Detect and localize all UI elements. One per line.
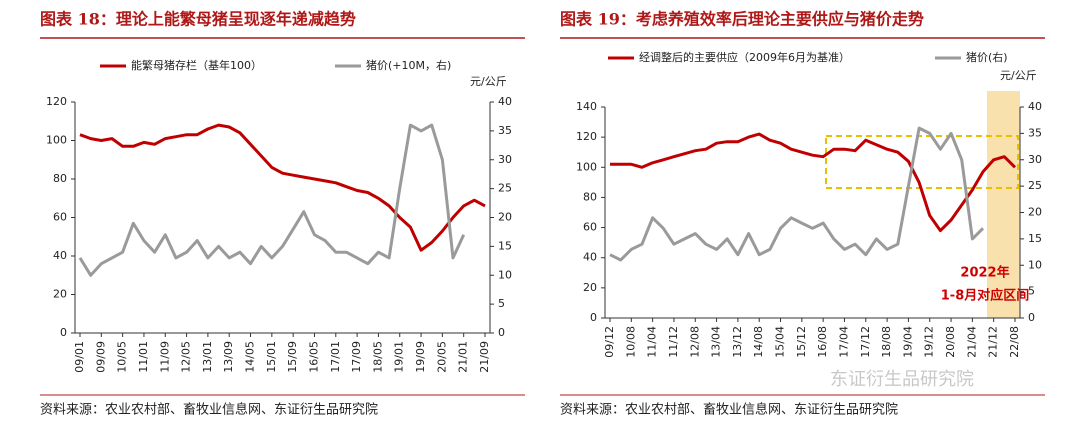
legend-label: 猪价(右) <box>966 50 1008 64</box>
x-tick-label: 15/04 <box>774 326 787 358</box>
x-tick-label: 21/09 <box>478 341 491 373</box>
x-tick-label: 13/09 <box>222 341 235 373</box>
y2-tick-label: 25 <box>1028 179 1042 192</box>
x-tick-label: 09/01 <box>73 341 86 373</box>
y2-tick-label: 5 <box>1028 285 1035 298</box>
y2-tick-label: 20 <box>1028 206 1042 219</box>
y-tick-label: 20 <box>53 288 67 301</box>
x-tick-label: 20/05 <box>435 341 448 373</box>
x-tick-label: 10/08 <box>624 326 637 358</box>
source: 资料来源：农业农村部、畜牧业信息网、东证衍生品研究院 <box>560 402 898 418</box>
legend-label: 经调整后的主要供应（2009年6月为基准） <box>639 50 850 64</box>
x-tick-label: 15/01 <box>265 341 278 373</box>
legend-label: 能繁母猪存栏（基年100） <box>131 58 262 72</box>
x-tick-label: 20/08 <box>944 326 957 358</box>
x-tick-label: 16/08 <box>816 326 829 358</box>
y-tick-label: 120 <box>576 130 597 143</box>
x-tick-label: 12/05 <box>180 341 193 373</box>
x-tick-label: 17/12 <box>859 326 872 358</box>
x-tick-label: 22/08 <box>1008 326 1021 358</box>
x-tick-label: 21/12 <box>987 326 1000 358</box>
series-line <box>610 132 1017 233</box>
y-tick-label: 40 <box>583 251 597 264</box>
x-tick-label: 18/08 <box>880 326 893 358</box>
x-tick-label: 19/12 <box>923 326 936 358</box>
x-tick-label: 19/01 <box>393 341 406 373</box>
y-tick-label: 80 <box>583 190 597 203</box>
x-tick-label: 17/01 <box>329 341 342 373</box>
y2-tick-label: 25 <box>498 182 512 195</box>
x-tick-label: 17/04 <box>837 326 850 358</box>
x-tick-label: 09/09 <box>94 341 107 373</box>
y2-tick-label: 40 <box>1028 100 1042 113</box>
highlight-band <box>987 91 1020 318</box>
x-tick-label: 14/08 <box>752 326 765 358</box>
x-tick-label: 11/04 <box>646 326 659 358</box>
annotation: 2022年 <box>960 265 1009 281</box>
y-tick-label: 80 <box>53 172 67 185</box>
y2-tick-label: 0 <box>1028 311 1035 324</box>
series-line <box>609 126 985 262</box>
y-tick-label: 0 <box>590 311 597 324</box>
series-line <box>79 123 486 252</box>
watermark: 东证衍生品研究院 <box>830 369 974 390</box>
y-tick-label: 100 <box>576 160 597 173</box>
x-tick-label: 21/04 <box>965 326 978 358</box>
x-tick-label: 21/01 <box>457 341 470 373</box>
x-tick-label: 13/01 <box>201 341 214 373</box>
y2-unit: 元/公斤 <box>470 75 507 88</box>
y2-tick-label: 35 <box>1028 126 1042 139</box>
y2-tick-label: 30 <box>1028 153 1042 166</box>
x-tick-label: 16/05 <box>307 341 320 373</box>
x-tick-label: 19/04 <box>901 326 914 358</box>
y-tick-label: 100 <box>46 134 67 147</box>
y2-tick-label: 20 <box>498 211 512 224</box>
x-tick-label: 19/09 <box>414 341 427 373</box>
series-line <box>78 123 466 277</box>
y2-tick-label: 10 <box>1028 258 1042 271</box>
legend-label: 猪价(+10M，右) <box>366 58 451 72</box>
chart-title: 图表 18：理论上能繁母猪呈现逐年递减趋势 <box>40 10 356 29</box>
y-tick-label: 140 <box>576 100 597 113</box>
y-tick-label: 120 <box>46 95 67 108</box>
y2-unit: 元/公斤 <box>1000 69 1037 82</box>
x-tick-label: 13/04 <box>710 326 723 358</box>
x-tick-label: 11/12 <box>667 326 680 358</box>
y2-tick-label: 15 <box>498 239 512 252</box>
y2-tick-label: 35 <box>498 124 512 137</box>
y2-tick-label: 10 <box>498 268 512 281</box>
y2-tick-label: 40 <box>498 95 512 108</box>
y2-tick-label: 0 <box>498 326 505 339</box>
x-tick-label: 10/05 <box>116 341 129 373</box>
chart-title: 图表 19：考虑养殖效率后理论主要供应与猪价走势 <box>560 10 924 29</box>
annotation: 1-8月对应区间 <box>941 288 1030 304</box>
x-tick-label: 15/12 <box>795 326 808 358</box>
x-tick-label: 09/12 <box>603 326 616 358</box>
x-tick-label: 11/09 <box>158 341 171 373</box>
x-tick-label: 11/01 <box>137 341 150 373</box>
x-tick-label: 12/08 <box>688 326 701 358</box>
x-tick-label: 15/09 <box>286 341 299 373</box>
source: 资料来源：农业农村部、畜牧业信息网、东证衍生品研究院 <box>40 402 378 418</box>
y-tick-label: 60 <box>53 211 67 224</box>
y2-tick-label: 30 <box>498 153 512 166</box>
y2-tick-label: 5 <box>498 297 505 310</box>
y2-tick-label: 15 <box>1028 232 1042 245</box>
y-tick-label: 40 <box>53 249 67 262</box>
y-tick-label: 20 <box>583 281 597 294</box>
y-tick-label: 0 <box>60 326 67 339</box>
y-tick-label: 60 <box>583 221 597 234</box>
x-tick-label: 13/12 <box>731 326 744 358</box>
x-tick-label: 17/09 <box>350 341 363 373</box>
x-tick-label: 18/05 <box>371 341 384 373</box>
x-tick-label: 14/05 <box>244 341 257 373</box>
